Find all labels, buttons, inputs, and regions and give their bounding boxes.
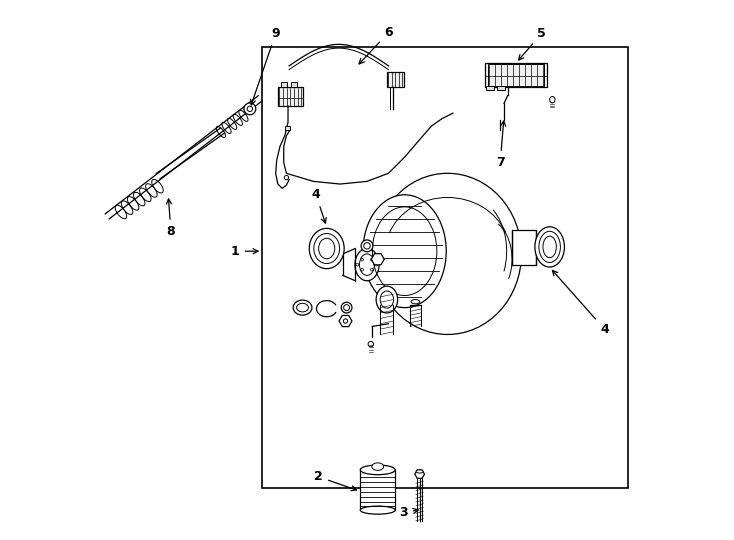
- Ellipse shape: [360, 254, 374, 275]
- Bar: [278, 87, 302, 106]
- Text: 5: 5: [518, 27, 546, 60]
- Polygon shape: [339, 315, 352, 327]
- Bar: [388, 72, 404, 87]
- Ellipse shape: [355, 248, 379, 281]
- Text: 1: 1: [231, 245, 258, 258]
- Ellipse shape: [247, 106, 252, 112]
- Text: 7: 7: [496, 121, 506, 169]
- Bar: [512, 230, 537, 265]
- Ellipse shape: [360, 465, 395, 475]
- Ellipse shape: [535, 227, 564, 267]
- Polygon shape: [371, 254, 384, 265]
- Ellipse shape: [364, 242, 370, 249]
- Text: 8: 8: [167, 199, 175, 238]
- Ellipse shape: [344, 305, 349, 310]
- Ellipse shape: [361, 240, 373, 252]
- Ellipse shape: [284, 176, 288, 180]
- Ellipse shape: [319, 238, 335, 259]
- Ellipse shape: [376, 286, 398, 313]
- Polygon shape: [415, 470, 424, 478]
- Ellipse shape: [416, 470, 423, 473]
- Ellipse shape: [344, 319, 348, 323]
- Ellipse shape: [293, 300, 312, 315]
- Ellipse shape: [363, 195, 446, 308]
- Ellipse shape: [244, 103, 255, 114]
- Text: 4: 4: [312, 188, 326, 223]
- Bar: [281, 82, 288, 87]
- Ellipse shape: [309, 228, 344, 269]
- Ellipse shape: [372, 463, 384, 470]
- Ellipse shape: [341, 302, 352, 313]
- Ellipse shape: [314, 233, 340, 264]
- Bar: [285, 126, 290, 130]
- Ellipse shape: [374, 173, 521, 334]
- Bar: [497, 86, 505, 90]
- Ellipse shape: [543, 236, 556, 258]
- Bar: [360, 470, 395, 510]
- Text: 6: 6: [359, 26, 393, 64]
- Ellipse shape: [360, 506, 395, 514]
- Bar: [486, 86, 494, 90]
- Ellipse shape: [539, 231, 560, 262]
- Text: 9: 9: [250, 27, 280, 105]
- Ellipse shape: [411, 300, 420, 304]
- Ellipse shape: [550, 97, 555, 103]
- Bar: [485, 63, 547, 87]
- Text: 4: 4: [553, 271, 608, 335]
- Text: 3: 3: [399, 507, 418, 519]
- Bar: [262, 47, 628, 488]
- Ellipse shape: [297, 303, 308, 312]
- Bar: [488, 64, 545, 86]
- Ellipse shape: [380, 291, 393, 308]
- Text: 2: 2: [314, 470, 356, 491]
- Bar: [291, 82, 297, 87]
